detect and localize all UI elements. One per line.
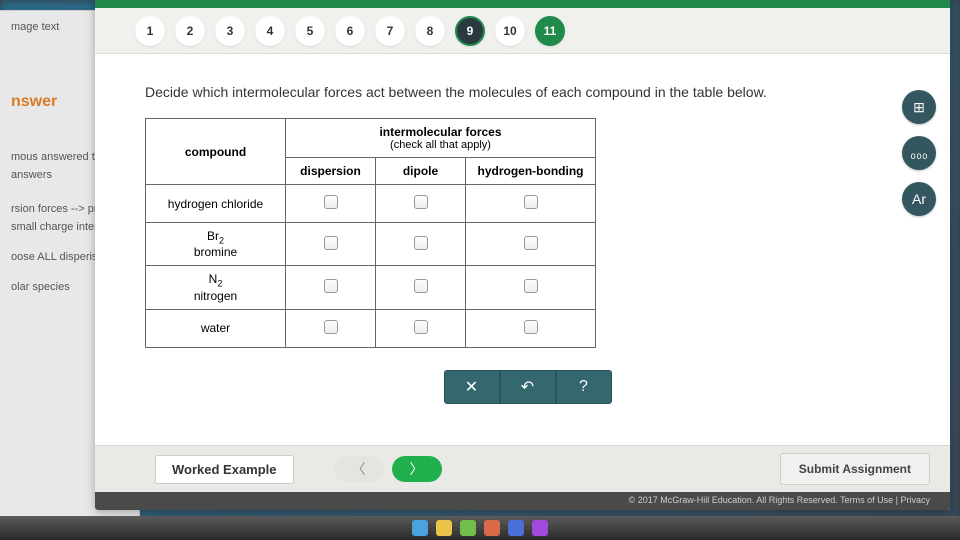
- side-tools: ⊞ ₀₀₀ Ar: [902, 90, 936, 216]
- table-row: water: [146, 309, 596, 347]
- th-forces-sub: (check all that apply): [296, 139, 585, 151]
- next-button[interactable]: 〉: [392, 456, 442, 482]
- checkbox[interactable]: [414, 279, 428, 293]
- app-footer: Worked Example 〈 〉 Submit Assignment © 2…: [95, 445, 950, 510]
- dock-icon[interactable]: [532, 520, 548, 536]
- nav-question-10[interactable]: 10: [495, 16, 525, 46]
- force-cell: [286, 309, 376, 347]
- nav-question-8[interactable]: 8: [415, 16, 445, 46]
- nav-question-9[interactable]: 9: [455, 16, 485, 46]
- checkbox[interactable]: [524, 279, 538, 293]
- table-row: hydrogen chloride: [146, 185, 596, 223]
- dock-icon[interactable]: [508, 520, 524, 536]
- app-header-bar: [95, 0, 950, 8]
- force-cell: [376, 223, 466, 266]
- checkbox[interactable]: [324, 320, 338, 334]
- dock-icon[interactable]: [484, 520, 500, 536]
- nav-question-7[interactable]: 7: [375, 16, 405, 46]
- nav-question-1[interactable]: 1: [135, 16, 165, 46]
- dock-icon[interactable]: [460, 520, 476, 536]
- checkbox[interactable]: [414, 195, 428, 209]
- nav-question-11[interactable]: 11: [535, 16, 565, 46]
- checkbox[interactable]: [524, 195, 538, 209]
- dock: [0, 516, 960, 540]
- force-cell: [376, 266, 466, 309]
- question-prompt: Decide which intermolecular forces act b…: [145, 84, 910, 100]
- nav-question-5[interactable]: 5: [295, 16, 325, 46]
- compound-cell: hydrogen chloride: [146, 185, 286, 223]
- action-row: ✕ ↶ ?: [145, 370, 910, 404]
- calculator-icon[interactable]: ⊞: [902, 90, 936, 124]
- force-cell: [466, 223, 596, 266]
- periodic-table-icon[interactable]: Ar: [902, 182, 936, 216]
- table-row: N2nitrogen: [146, 266, 596, 309]
- checkbox[interactable]: [524, 236, 538, 250]
- checkbox[interactable]: [414, 236, 428, 250]
- compound-cell: Br2bromine: [146, 223, 286, 266]
- nav-question-6[interactable]: 6: [335, 16, 365, 46]
- checkbox[interactable]: [324, 236, 338, 250]
- th-dispersion: dispersion: [286, 158, 376, 185]
- table-row: Br2bromine: [146, 223, 596, 266]
- worked-example-button[interactable]: Worked Example: [155, 455, 294, 484]
- nav-question-3[interactable]: 3: [215, 16, 245, 46]
- footer-top: Worked Example 〈 〉 Submit Assignment: [95, 446, 950, 492]
- th-forces-label: intermolecular forces: [296, 125, 585, 139]
- help-button[interactable]: ?: [556, 370, 612, 404]
- nav-question-2[interactable]: 2: [175, 16, 205, 46]
- question-nav: 123456789 10 11: [95, 8, 950, 54]
- checkbox[interactable]: [324, 195, 338, 209]
- th-hbond: hydrogen-bonding: [466, 158, 596, 185]
- pager: 〈 〉: [334, 456, 442, 482]
- submit-assignment-button[interactable]: Submit Assignment: [780, 453, 930, 485]
- app-window: 123456789 10 11 Decide which intermolecula…: [95, 0, 950, 510]
- force-cell: [466, 266, 596, 309]
- undo-button[interactable]: ↶: [500, 370, 556, 404]
- force-cell: [466, 309, 596, 347]
- force-cell: [376, 309, 466, 347]
- prev-button[interactable]: 〈: [334, 456, 384, 482]
- copyright: © 2017 McGraw-Hill Education. All Rights…: [95, 492, 950, 510]
- force-cell: [466, 185, 596, 223]
- th-compound: compound: [146, 119, 286, 185]
- checkbox[interactable]: [324, 279, 338, 293]
- dock-icon[interactable]: [412, 520, 428, 536]
- force-cell: [286, 266, 376, 309]
- force-cell: [286, 223, 376, 266]
- compound-cell: N2nitrogen: [146, 266, 286, 309]
- forces-table: compound intermolecular forces (check al…: [145, 118, 596, 348]
- clear-button[interactable]: ✕: [444, 370, 500, 404]
- nav-question-4[interactable]: 4: [255, 16, 285, 46]
- stats-icon[interactable]: ₀₀₀: [902, 136, 936, 170]
- compound-cell: water: [146, 309, 286, 347]
- force-cell: [286, 185, 376, 223]
- checkbox[interactable]: [414, 320, 428, 334]
- checkbox[interactable]: [524, 320, 538, 334]
- force-cell: [376, 185, 466, 223]
- th-dipole: dipole: [376, 158, 466, 185]
- th-forces: intermolecular forces (check all that ap…: [286, 119, 596, 158]
- question-content: Decide which intermolecular forces act b…: [95, 54, 950, 434]
- dock-icon[interactable]: [436, 520, 452, 536]
